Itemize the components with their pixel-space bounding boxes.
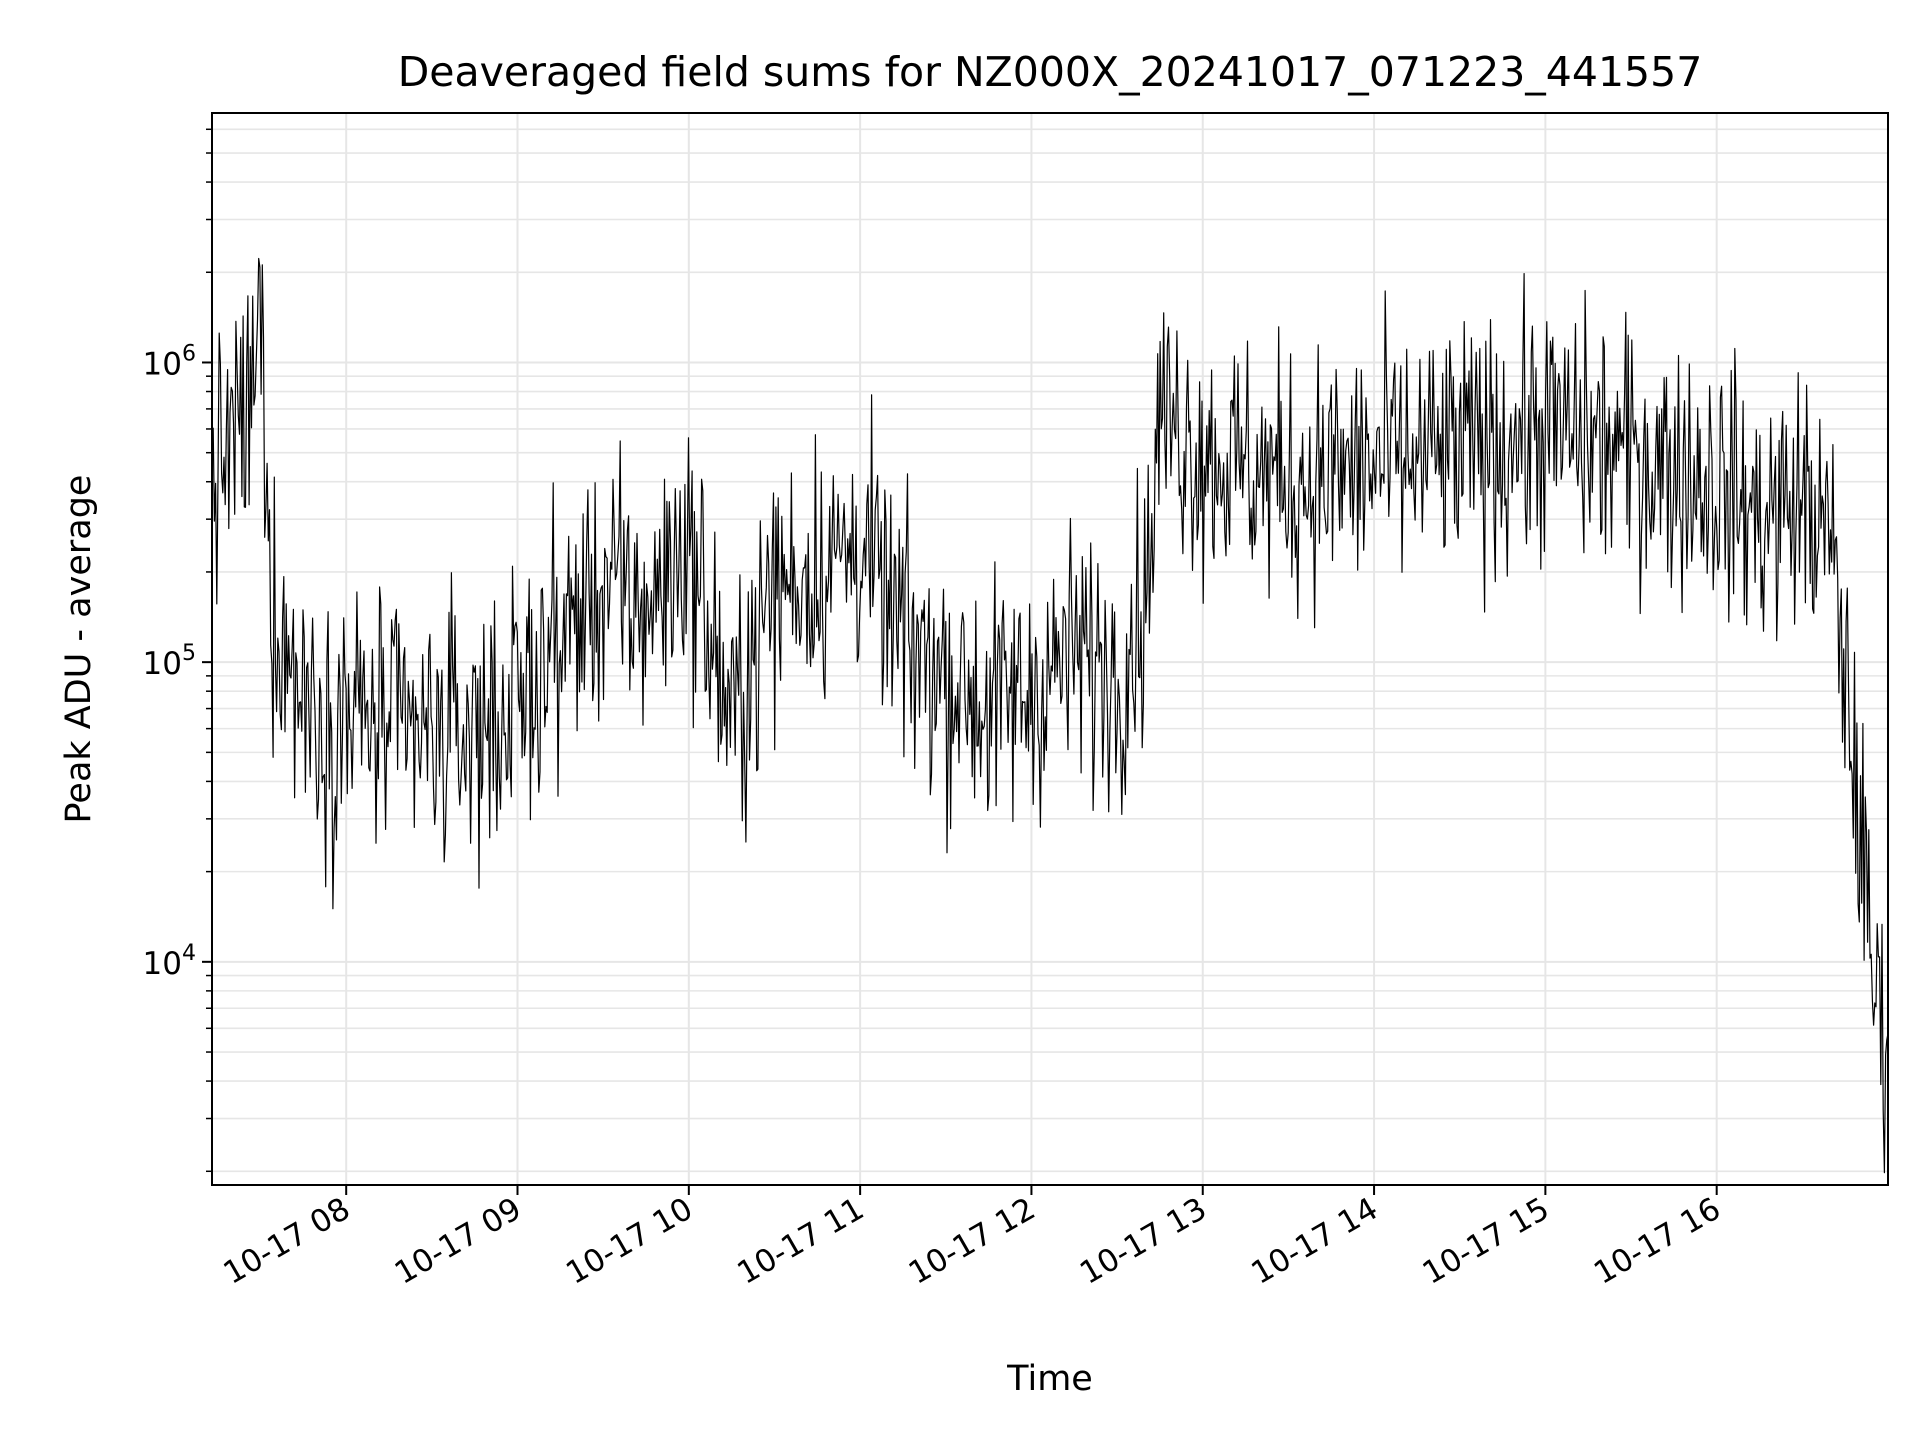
- plot-area: [212, 257, 1888, 1174]
- y-tick-label: 106: [143, 341, 196, 382]
- x-axis-label: Time: [1006, 1359, 1093, 1399]
- y-axis-label: Peak ADU - average: [59, 475, 99, 824]
- grid: [212, 113, 1888, 1185]
- series-line-0: [212, 257, 1888, 1174]
- y-axis: 104 105 106: [143, 128, 212, 1173]
- y-tick-label: 104: [143, 941, 196, 982]
- plot-frame: [211, 112, 1889, 1186]
- chart-title: Deaveraged field sums for NZ000X_2024101…: [398, 48, 1703, 96]
- y-tick-label: 105: [143, 641, 196, 682]
